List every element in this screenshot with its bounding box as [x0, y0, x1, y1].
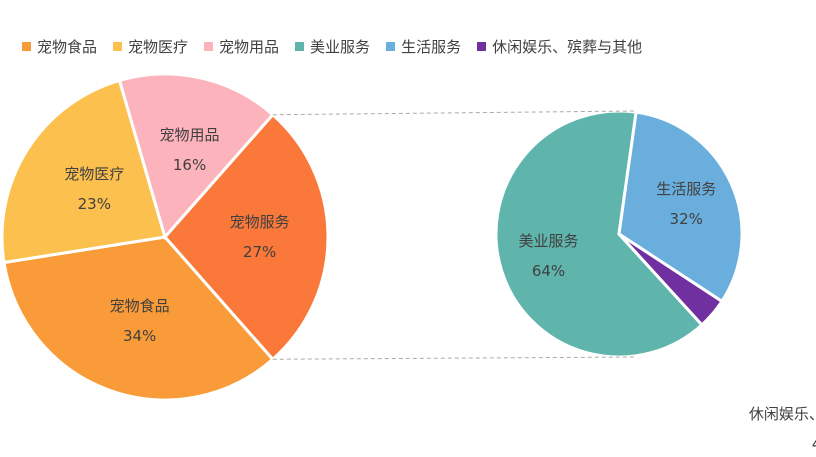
category-label: 宠物用品	[159, 125, 220, 144]
legend-item: 宠物食品	[22, 36, 97, 57]
legend-swatch	[477, 42, 487, 51]
category-label: 宠物服务	[229, 213, 290, 231]
legend-item: 宠物用品	[204, 36, 279, 57]
data-label: 宠物用品 16%	[130, 120, 250, 180]
pie-slice	[0, 78, 167, 265]
legend-swatch	[295, 42, 305, 51]
legend-swatch	[113, 42, 123, 51]
pie-slice	[2, 235, 275, 402]
value-label: 27%	[242, 243, 277, 261]
legend: 宠物食品 宠物医疗 宠物用品 美业服务 生活服务 休闲娱乐、殡葬与其他	[22, 36, 642, 57]
data-label: 休闲娱乐、殡葬与其他 4%	[749, 399, 816, 457]
category-label: 美业服务	[518, 231, 579, 250]
legend-item: 生活服务	[386, 36, 461, 57]
legend-swatch	[22, 42, 31, 51]
legend-swatch	[204, 42, 214, 51]
legend-item: 美业服务	[295, 36, 370, 57]
pie-slice	[617, 232, 724, 327]
connector-line	[272, 356, 636, 360]
pie-slice	[163, 112, 330, 362]
legend-label: 休闲娱乐、殡葬与其他	[492, 38, 643, 56]
legend-item: 宠物医疗	[113, 36, 188, 57]
category-label: 宠物食品	[109, 297, 170, 316]
value-label: 23%	[77, 194, 111, 213]
legend-label: 美业服务	[310, 38, 371, 56]
legend-item: 休闲娱乐、殡葬与其他	[477, 36, 642, 57]
value-label: 64%	[531, 261, 566, 280]
data-label: 宠物食品 34%	[80, 291, 200, 351]
pie-slice	[494, 109, 705, 359]
data-label: 宠物医疗 23%	[34, 159, 154, 219]
value-label: 16%	[172, 155, 207, 174]
data-label: 生活服务 32%	[626, 174, 746, 234]
legend-label: 宠物医疗	[128, 38, 189, 56]
data-label: 宠物服务 27%	[200, 207, 320, 267]
category-label: 生活服务	[656, 179, 717, 198]
legend-label: 宠物食品	[37, 38, 98, 56]
value-label: 34%	[122, 327, 157, 346]
legend-label: 宠物用品	[219, 38, 280, 56]
category-label: 休闲娱乐、殡葬与其他	[748, 404, 816, 423]
value-label: 32%	[669, 209, 703, 228]
legend-swatch	[386, 42, 396, 51]
value-label: 4%	[749, 429, 816, 457]
pie-slice	[117, 72, 275, 241]
category-label: 宠物医疗	[64, 164, 125, 183]
data-label: 美业服务 64%	[489, 226, 609, 286]
connector-line	[272, 110, 636, 116]
legend-label: 生活服务	[401, 38, 462, 56]
